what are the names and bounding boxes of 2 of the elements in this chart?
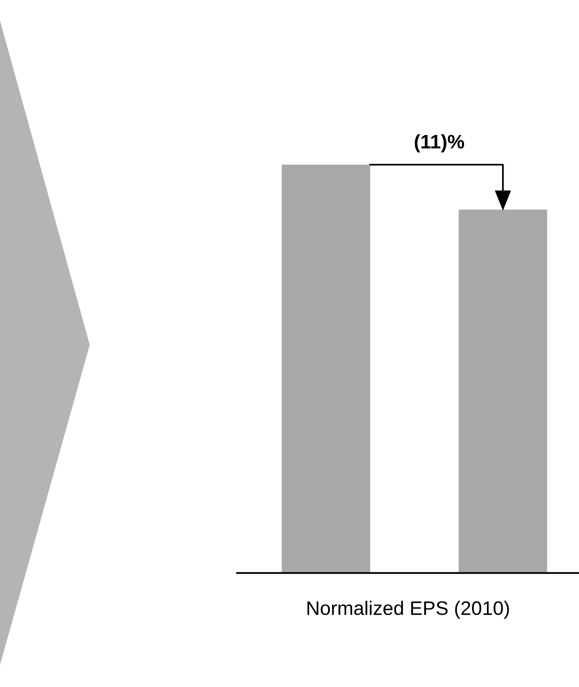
- x-axis-title: Normalized EPS (2010): [307, 600, 509, 619]
- text: (11)%: [414, 134, 464, 152]
